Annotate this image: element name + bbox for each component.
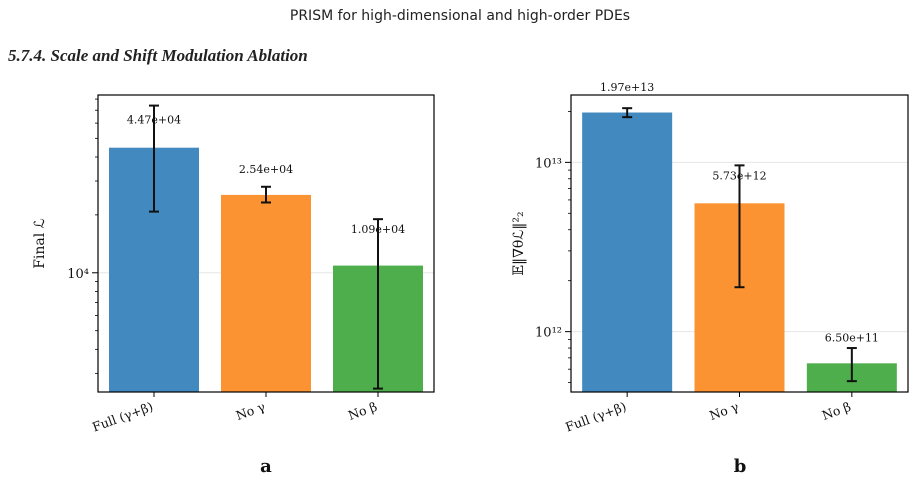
x-tick-label-1: Full (γ+β): [563, 399, 628, 435]
value-label-2: 5.73e+12: [712, 169, 766, 182]
value-label-1: 4.47e+04: [127, 114, 181, 127]
value-label-3: 1.09e+04: [351, 223, 405, 236]
running-header: PRISM for high-dimensional and high-orde…: [289, 8, 631, 24]
chart-panel-b: 1.97e+13 5.73e+12 6.50e+11 10¹² 10¹³ Full (γ+…: [511, 81, 909, 477]
x-tick-label-3: No β: [820, 399, 853, 423]
y-tick-label: 10¹²: [535, 326, 562, 341]
x-tick-label-2: No γ: [234, 399, 267, 423]
x-tick-label-3: No β: [346, 399, 379, 423]
bar-2: [221, 194, 311, 392]
y-tick-label: 10¹³: [535, 156, 562, 171]
y-axis-label: 𝔼‖∇θℒ‖²₂: [511, 211, 527, 275]
chart-panel-a: 4.47e+04 2.54e+04 1.09e+04 10⁴ Full (γ+β) No …: [32, 94, 435, 477]
panel-label-a: a: [260, 456, 272, 477]
panel-label-b: b: [734, 456, 747, 477]
y-tick-label: 10⁴: [67, 267, 89, 282]
value-label-1: 1.97e+13: [600, 81, 654, 94]
bar-1: [582, 112, 673, 393]
x-tick-label-2: No γ: [707, 399, 740, 423]
value-label-3: 6.50e+11: [825, 331, 879, 344]
figure-charts: 4.47e+04 2.54e+04 1.09e+04 10⁴ Full (γ+β) No …: [32, 81, 909, 477]
x-tick-label-1: Full (γ+β): [90, 399, 155, 435]
value-label-2: 2.54e+04: [239, 163, 293, 176]
y-axis-label: Final ℒ: [32, 218, 48, 269]
section-heading: 5.7.4. Scale and Shift Modulation Ablati…: [8, 46, 308, 65]
